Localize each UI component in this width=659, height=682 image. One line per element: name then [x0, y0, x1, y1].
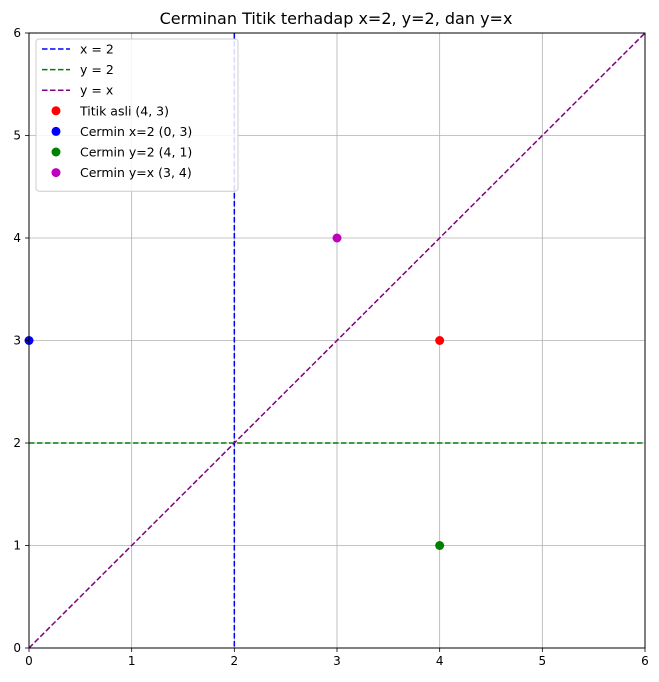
x-tick-label: 5: [539, 654, 547, 668]
legend-label: Cermin x=2 (0, 3): [80, 124, 192, 139]
y-tick-label: 2: [13, 436, 21, 450]
legend-label: Cermin y=2 (4, 1): [80, 145, 192, 160]
reference-line: [28, 32, 646, 649]
legend-label: y = x: [80, 83, 113, 98]
y-tick-label: 4: [13, 231, 21, 245]
axis-ticks: 0 1 2 3 4 5 6 0 1 2 3 4 5 6: [13, 26, 648, 668]
y-tick-label: 6: [13, 26, 21, 40]
chart-title: Cerminan Titik terhadap x=2, y=2, dan y=…: [160, 9, 513, 28]
x-tick-label: 3: [333, 654, 341, 668]
y-tick-label: 5: [13, 129, 21, 143]
legend-label: Titik asli (4, 3): [79, 103, 169, 118]
y-tick-label: 0: [13, 641, 21, 655]
legend-label: y = 2: [80, 62, 114, 77]
reference-lines: [28, 32, 646, 649]
legend-point-swatch: [51, 147, 61, 157]
data-point: [435, 541, 445, 550]
legend-point-swatch: [51, 106, 61, 116]
data-point: [332, 233, 342, 243]
legend-label: x = 2: [80, 42, 114, 57]
x-tick-label: 2: [231, 654, 239, 668]
y-tick-label: 3: [13, 334, 21, 348]
x-tick-label: 1: [128, 654, 136, 668]
legend: x = 2 y = 2 y = x Titik asli (4, 3) Cermin x…: [35, 38, 239, 192]
legend-label: Cermin y=x (3, 4): [80, 165, 192, 180]
x-tick-label: 0: [25, 654, 33, 668]
x-tick-label: 4: [436, 654, 444, 668]
legend-point-swatch: [51, 168, 61, 178]
x-tick-label: 6: [641, 654, 649, 668]
legend-point-swatch: [51, 126, 61, 136]
data-point: [435, 336, 445, 345]
y-tick-label: 1: [13, 539, 21, 553]
legend-box: [35, 38, 239, 192]
